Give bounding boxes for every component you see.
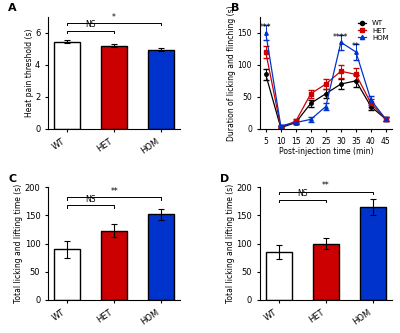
Bar <box>101 231 127 300</box>
Text: B: B <box>230 3 239 13</box>
Bar <box>54 42 80 129</box>
Bar <box>101 46 127 129</box>
Text: ***: *** <box>260 23 272 32</box>
Text: **: ** <box>322 181 330 190</box>
Text: A: A <box>8 3 17 13</box>
Text: ****: **** <box>333 33 349 42</box>
Legend: WT, HET, HOM: WT, HET, HOM <box>358 20 388 41</box>
Text: C: C <box>8 174 16 184</box>
Bar <box>313 243 339 300</box>
Text: **: ** <box>352 42 360 51</box>
Y-axis label: Duration of licking and flinching (s): Duration of licking and flinching (s) <box>227 5 236 141</box>
Text: **: ** <box>110 187 118 196</box>
Text: *: * <box>112 13 116 22</box>
Y-axis label: Heat pain threshold (s): Heat pain threshold (s) <box>24 29 34 117</box>
Text: NS: NS <box>85 195 96 204</box>
Bar <box>266 252 292 300</box>
Text: NS: NS <box>297 189 308 198</box>
Bar <box>148 50 174 129</box>
X-axis label: Post-injection time (min): Post-injection time (min) <box>278 147 373 156</box>
Bar <box>360 207 386 300</box>
Text: D: D <box>220 174 229 184</box>
Y-axis label: Total licking and lifting time (s): Total licking and lifting time (s) <box>14 184 23 303</box>
Y-axis label: Total licking and lifting time (s): Total licking and lifting time (s) <box>226 184 235 303</box>
Bar <box>54 249 80 300</box>
Bar <box>148 214 174 300</box>
Text: NS: NS <box>85 21 96 30</box>
